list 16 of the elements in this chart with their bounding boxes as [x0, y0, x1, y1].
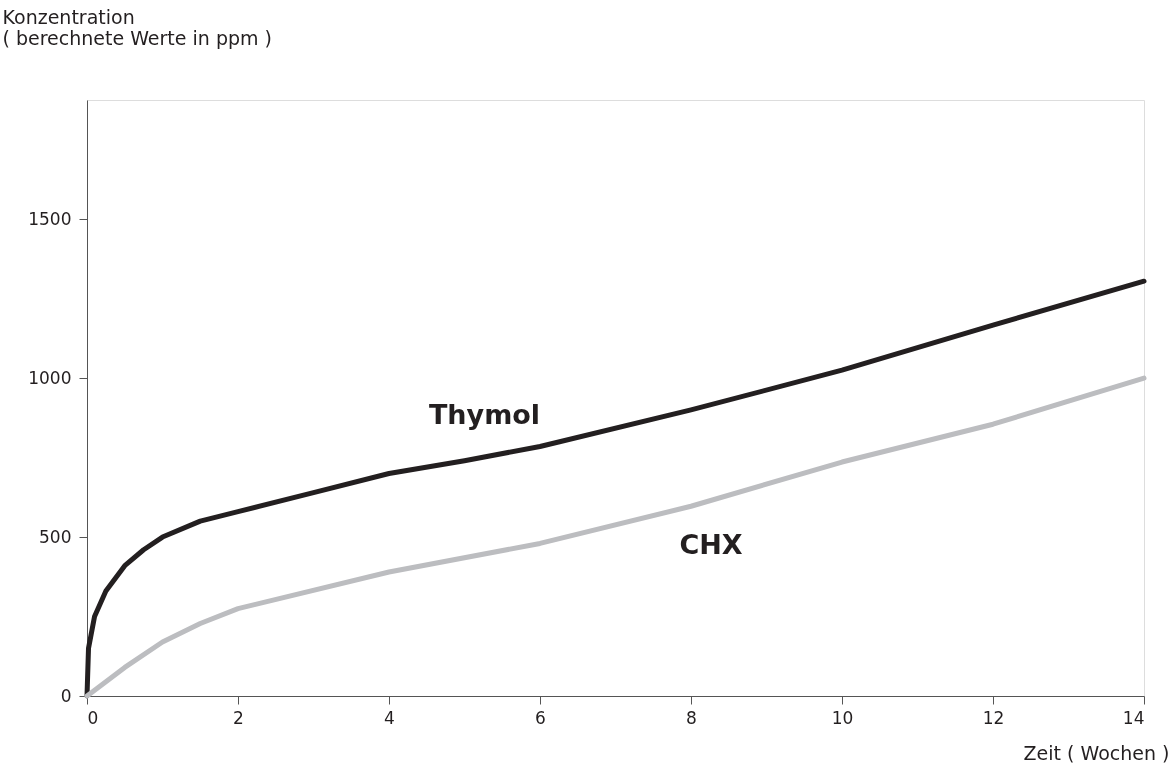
x-tick-label: 0 — [87, 707, 99, 728]
x-tick-label: 8 — [686, 707, 697, 728]
y-tick-label: 0 — [60, 685, 72, 706]
y-axis-title: Konzentration ( berechnete Werte in ppm ) — [2, 5, 272, 49]
y-tick-label: 1500 — [28, 208, 72, 229]
y-tick-label: 500 — [39, 526, 72, 547]
series-label: Thymol — [428, 398, 541, 430]
x-tick-label: 2 — [233, 707, 244, 728]
series-label: CHX — [679, 529, 743, 561]
y-tick-label: 1000 — [28, 367, 72, 388]
x-axis-title: Zeit ( Wochen ) — [1023, 741, 1170, 764]
x-tick-label: 6 — [535, 707, 546, 728]
x-tick-label: 14 — [1122, 707, 1145, 728]
x-tick-label: 12 — [982, 707, 1005, 728]
x-tick-label: 10 — [831, 707, 854, 728]
x-tick-label: 4 — [384, 707, 395, 728]
